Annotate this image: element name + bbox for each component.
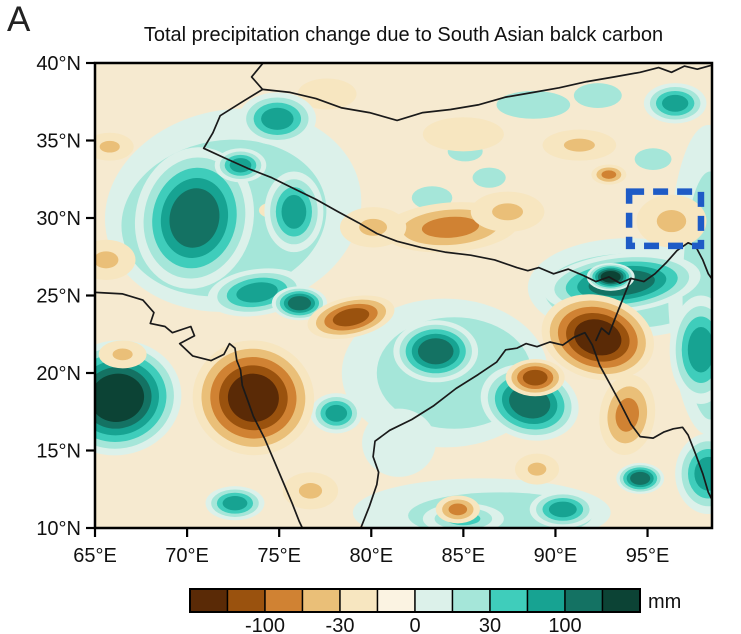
colorbar-cell	[376, 588, 416, 613]
wet-anomaly-contour	[169, 188, 220, 248]
colorbar-unit-label: mm	[648, 591, 681, 613]
coastline	[261, 64, 712, 122]
wet-anomaly-contour	[496, 90, 571, 119]
y-tick-label: 20°N	[36, 363, 81, 385]
x-tick-label: 90°E	[534, 545, 578, 567]
coastline	[359, 331, 712, 528]
colorbar-cell	[226, 588, 266, 613]
wet-anomaly-contour	[573, 83, 622, 108]
colorbar-cell	[564, 588, 604, 613]
y-tick-label: 35°N	[36, 131, 81, 153]
colorbar-cell	[451, 588, 491, 613]
colorbar-cell	[526, 588, 566, 613]
x-tick-label: 70°E	[165, 545, 209, 567]
dry-anomaly-contour	[422, 117, 504, 152]
coastline	[202, 63, 712, 284]
colorbar-tick-label: -30	[326, 615, 355, 634]
colorbar-frame	[189, 588, 641, 613]
wet-anomaly-contour	[281, 194, 307, 229]
coastline	[595, 277, 632, 342]
colorbar-tick-label: 0	[409, 615, 420, 634]
colorbar-cell	[601, 588, 641, 613]
wet-anomaly-contour	[548, 501, 577, 518]
dry-anomaly-contour	[112, 348, 133, 361]
y-tick-label: 15°N	[36, 441, 81, 463]
wet-anomaly-contour	[287, 296, 312, 311]
colorbar-tick-label: 30	[479, 615, 501, 634]
dry-anomaly-contour	[563, 138, 595, 152]
colorbar-cell	[264, 588, 304, 613]
x-tick-label: 65°E	[73, 545, 117, 567]
coastline	[95, 291, 304, 528]
colorbar-cell	[189, 588, 229, 613]
wet-anomaly-contour	[95, 373, 145, 422]
wet-anomaly-contour	[634, 148, 672, 170]
wet-anomaly-contour	[325, 404, 348, 422]
colorbar-cell	[414, 588, 454, 613]
dry-anomaly-contour	[527, 462, 547, 476]
dry-anomaly-contour	[601, 170, 617, 179]
x-tick-label: 75°E	[257, 545, 301, 567]
dry-anomaly-contour	[522, 369, 548, 386]
wet-anomaly-contour	[236, 282, 278, 303]
dry-anomaly-contour	[448, 503, 468, 516]
wet-anomaly-contour	[417, 338, 454, 365]
x-tick-label: 80°E	[349, 545, 393, 567]
y-tick-label: 30°N	[36, 208, 81, 230]
dry-anomaly-contour	[656, 210, 687, 233]
dry-anomaly-contour	[421, 216, 480, 238]
panel-label: A	[7, 0, 31, 39]
y-tick-label: 25°N	[36, 286, 81, 308]
map-area	[95, 63, 712, 528]
wet-anomaly-contour	[222, 496, 248, 511]
dry-anomaly-contour	[359, 218, 388, 236]
chart-title: Total precipitation change due to South …	[143, 24, 664, 46]
dry-anomaly-contour	[297, 78, 357, 110]
colorbar-cell	[489, 588, 529, 613]
wet-anomaly-contour	[662, 94, 689, 112]
dry-anomaly-contour	[298, 482, 323, 499]
dry-anomaly-contour	[99, 140, 120, 153]
wet-anomaly-contour	[630, 471, 651, 485]
colorbar-tick-label: 100	[548, 615, 581, 634]
colorbar-cell	[301, 588, 341, 613]
wet-anomaly-contour	[472, 167, 506, 188]
dry-anomaly-contour	[227, 373, 279, 422]
colorbar-cell	[339, 588, 379, 613]
wet-anomaly-contour	[687, 326, 712, 373]
dry-anomaly-contour	[332, 308, 370, 327]
study-region-box	[625, 188, 705, 250]
wet-anomaly-contour	[261, 107, 294, 130]
y-tick-label: 40°N	[36, 53, 81, 75]
x-tick-label: 85°E	[442, 545, 486, 567]
dry-anomaly-contour	[492, 203, 524, 221]
dry-anomaly-contour	[95, 251, 119, 269]
colorbar-tick-label: -100	[245, 615, 285, 634]
wet-anomaly-contour	[362, 408, 436, 477]
x-tick-label: 95°E	[626, 545, 670, 567]
y-tick-label: 10°N	[36, 518, 81, 540]
